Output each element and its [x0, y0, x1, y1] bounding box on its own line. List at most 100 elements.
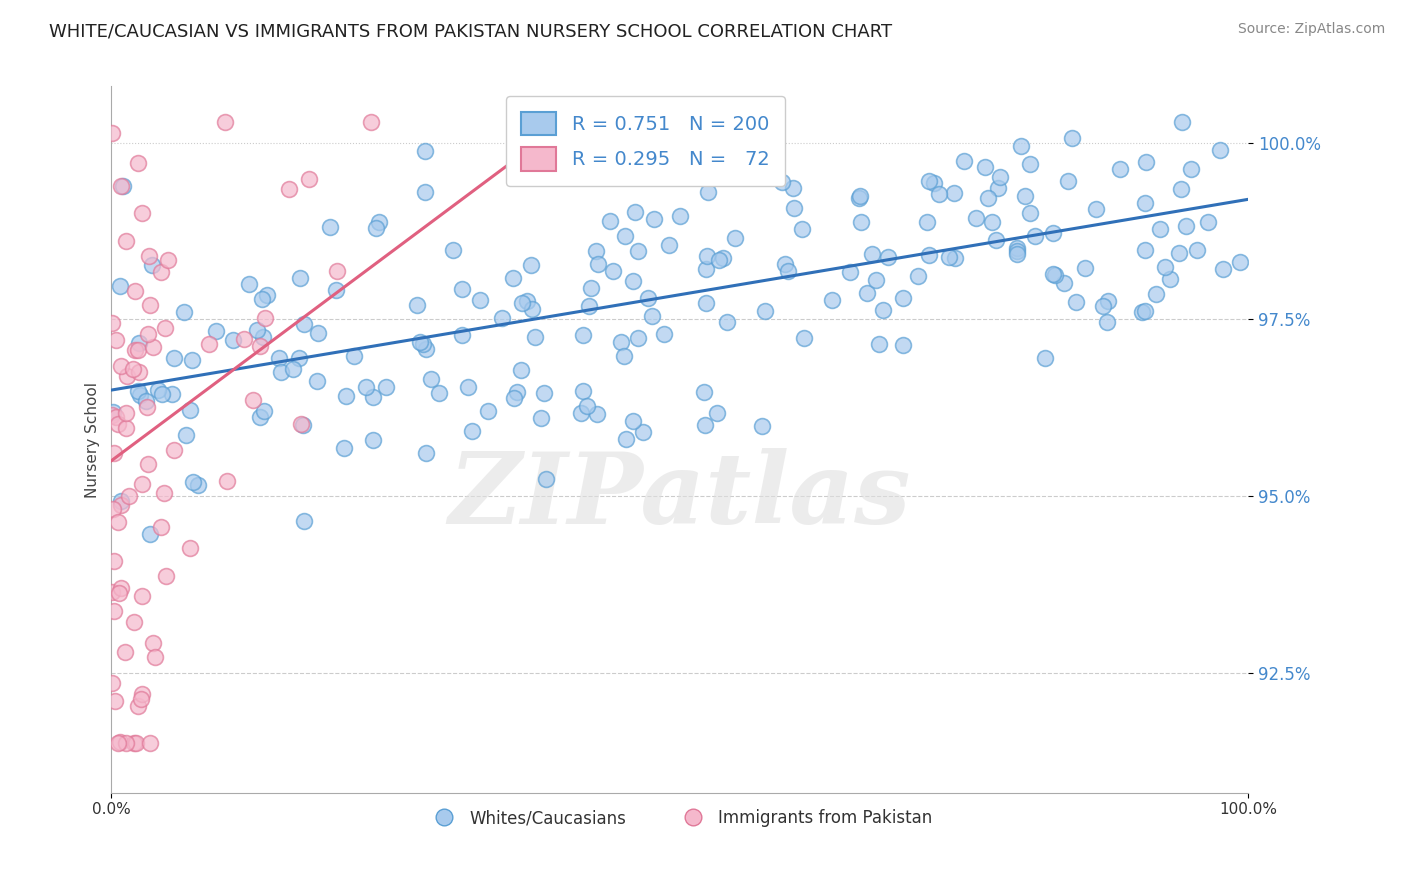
Point: [288, 270, 311, 285]
Point: [131, 206, 153, 220]
Point: [138, 249, 160, 263]
Point: [1187, 243, 1209, 257]
Point: [131, 687, 153, 701]
Point: [427, 385, 450, 400]
Point: [922, 176, 945, 190]
Point: [163, 351, 186, 365]
Point: [534, 472, 557, 486]
Point: [1170, 182, 1192, 196]
Point: [585, 408, 607, 422]
Point: [1167, 245, 1189, 260]
Point: [415, 342, 437, 356]
Point: [987, 180, 1010, 194]
Point: [101, 502, 124, 516]
Point: [1010, 139, 1032, 153]
Point: [101, 405, 124, 419]
Point: [360, 114, 382, 128]
Point: [1159, 272, 1181, 286]
Point: [569, 406, 592, 420]
Point: [709, 253, 731, 268]
Point: [793, 331, 815, 345]
Point: [325, 283, 347, 297]
Point: [451, 327, 474, 342]
Point: [367, 215, 389, 229]
Point: [1095, 315, 1118, 329]
Point: [146, 383, 169, 397]
Point: [876, 250, 898, 264]
Point: [156, 252, 179, 267]
Point: [942, 186, 965, 200]
Point: [1005, 247, 1028, 261]
Point: [375, 380, 398, 394]
Point: [725, 148, 748, 162]
Point: [671, 147, 693, 161]
Point: [115, 234, 138, 248]
Text: Source: ZipAtlas.com: Source: ZipAtlas.com: [1237, 22, 1385, 37]
Point: [136, 326, 159, 341]
Point: [1033, 351, 1056, 366]
Point: [572, 328, 595, 343]
Point: [246, 323, 269, 337]
Point: [652, 327, 675, 342]
Point: [1133, 304, 1156, 318]
Point: [142, 340, 165, 354]
Point: [865, 273, 887, 287]
Point: [101, 126, 124, 140]
Point: [624, 205, 647, 219]
Point: [1005, 244, 1028, 259]
Point: [160, 386, 183, 401]
Point: [253, 403, 276, 417]
Point: [413, 185, 436, 199]
Point: [1229, 255, 1251, 269]
Point: [792, 222, 814, 236]
Point: [181, 353, 204, 368]
Point: [1092, 299, 1115, 313]
Point: [270, 365, 292, 379]
Point: [143, 649, 166, 664]
Point: [782, 181, 804, 195]
Point: [1133, 244, 1156, 258]
Point: [990, 170, 1012, 185]
Point: [124, 285, 146, 299]
Point: [267, 351, 290, 365]
Point: [516, 293, 538, 308]
Point: [101, 409, 124, 423]
Point: [122, 362, 145, 376]
Point: [520, 258, 543, 272]
Point: [868, 337, 890, 351]
Point: [1212, 262, 1234, 277]
Point: [107, 516, 129, 530]
Point: [114, 645, 136, 659]
Point: [849, 188, 872, 202]
Point: [621, 274, 644, 288]
Point: [250, 292, 273, 306]
Point: [354, 380, 377, 394]
Point: [918, 174, 941, 188]
Point: [129, 692, 152, 706]
Point: [138, 457, 160, 471]
Point: [238, 277, 260, 292]
Point: [1149, 221, 1171, 235]
Point: [614, 229, 637, 244]
Point: [153, 320, 176, 334]
Point: [457, 380, 479, 394]
Point: [138, 526, 160, 541]
Point: [984, 233, 1007, 247]
Point: [599, 214, 621, 228]
Point: [131, 477, 153, 491]
Point: [141, 258, 163, 272]
Text: WHITE/CAUCASIAN VS IMMIGRANTS FROM PAKISTAN NURSERY SCHOOL CORRELATION CHART: WHITE/CAUCASIAN VS IMMIGRANTS FROM PAKIS…: [49, 22, 893, 40]
Point: [1018, 156, 1040, 170]
Point: [122, 736, 145, 750]
Point: [783, 201, 806, 215]
Point: [101, 585, 124, 599]
Point: [256, 288, 278, 302]
Point: [613, 349, 636, 363]
Point: [420, 372, 443, 386]
Point: [1135, 196, 1157, 211]
Point: [461, 425, 484, 439]
Point: [101, 316, 124, 330]
Point: [361, 433, 384, 447]
Point: [572, 384, 595, 399]
Point: [643, 211, 665, 226]
